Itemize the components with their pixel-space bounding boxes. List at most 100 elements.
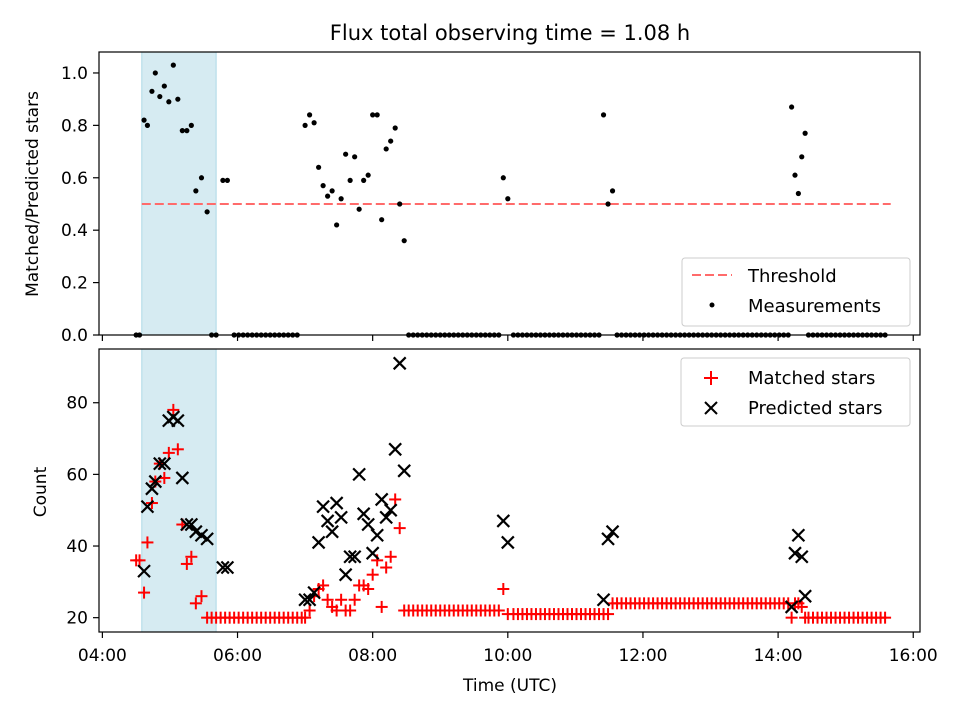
bottom-legend: Matched stars Predicted stars bbox=[680, 357, 911, 427]
matched-star-point bbox=[321, 593, 334, 606]
measurement-point bbox=[306, 112, 313, 118]
predicted-star-point bbox=[157, 456, 172, 471]
matched-star-point bbox=[362, 583, 375, 596]
x-tick-label: 14:00 bbox=[754, 646, 803, 666]
matched-star-point bbox=[335, 593, 348, 606]
x-tick-label: 12:00 bbox=[618, 646, 667, 666]
matched-star-point bbox=[303, 604, 316, 617]
matched-star-point bbox=[189, 597, 202, 610]
matched-star-point bbox=[167, 403, 180, 416]
measurement-point bbox=[302, 122, 308, 128]
measurement-point bbox=[193, 188, 199, 194]
measurement-point bbox=[175, 96, 181, 102]
measurement-point bbox=[329, 188, 335, 194]
measurement-point bbox=[379, 217, 385, 223]
predicted-star-point bbox=[145, 481, 159, 496]
predicted-star-point bbox=[361, 517, 375, 532]
x-tick-label: 04:00 bbox=[78, 646, 127, 666]
predicted-star-point bbox=[596, 592, 611, 607]
matched-star-point bbox=[795, 600, 808, 613]
bottom-y-axis-label: Count bbox=[31, 466, 51, 517]
matched-star-point bbox=[171, 443, 184, 456]
top-y-axis-label: Matched/Predicted stars bbox=[23, 91, 43, 297]
measurement-point bbox=[198, 175, 205, 181]
measurement-point bbox=[188, 122, 194, 128]
predicted-star-point bbox=[784, 600, 799, 614]
measurement-point bbox=[795, 190, 801, 197]
y-tick-label: 0.8 bbox=[61, 116, 88, 136]
legend-matched-label: Matched stars bbox=[748, 368, 875, 389]
measurement-point bbox=[334, 222, 340, 228]
predicted-star-point bbox=[302, 592, 317, 607]
measurement-point bbox=[338, 196, 344, 202]
legend-measurements-label: Measurements bbox=[748, 296, 881, 317]
predicted-star-point bbox=[798, 589, 812, 603]
top-legend-box bbox=[681, 257, 911, 327]
measurement-point bbox=[352, 154, 358, 160]
bottom-x-axis-ticks: 04:00 06:00 08:00 10:00 12:00 14:00 16:00 bbox=[78, 632, 938, 666]
predicted-star-point bbox=[352, 467, 366, 482]
measurement-point bbox=[356, 206, 362, 212]
x-tick-label: 10:00 bbox=[483, 646, 532, 666]
predicted-star-point bbox=[320, 514, 335, 528]
bottom-y-axis-ticks: 20 40 60 80 bbox=[66, 394, 99, 629]
measurement-point bbox=[370, 112, 376, 118]
predicted-star-point bbox=[788, 546, 802, 560]
predicted-star-point bbox=[184, 517, 199, 532]
predicted-star-point bbox=[220, 560, 235, 575]
predicted-star-point bbox=[388, 442, 402, 457]
matched-star-point bbox=[348, 593, 361, 606]
matched-star-point bbox=[879, 611, 892, 624]
legend-matched-swatch bbox=[704, 371, 718, 385]
matched-stars-series bbox=[130, 403, 892, 624]
predicted-star-point bbox=[148, 474, 163, 489]
predicted-star-point bbox=[347, 549, 362, 564]
top-panel: 0.0 0.2 0.4 0.6 0.8 1.0 Matched/Predicted sta… bbox=[23, 51, 921, 346]
matched-star-point bbox=[185, 550, 198, 563]
measurement-point bbox=[605, 201, 611, 207]
matched-star-point bbox=[317, 579, 330, 592]
predicted-star-point bbox=[140, 499, 155, 514]
measurement-point bbox=[179, 128, 185, 134]
measurement-point bbox=[392, 125, 398, 131]
measurement-point bbox=[343, 151, 349, 157]
measurement-point bbox=[383, 146, 389, 152]
measurement-point bbox=[152, 70, 158, 76]
matched-star-point bbox=[162, 446, 175, 459]
predicted-star-point bbox=[356, 507, 371, 521]
predicted-star-point bbox=[343, 549, 357, 564]
matched-star-point bbox=[393, 522, 406, 535]
top-panel-frame bbox=[98, 51, 921, 336]
matched-star-point bbox=[299, 611, 312, 624]
measurement-point bbox=[609, 188, 616, 194]
legend-predicted-swatch bbox=[704, 401, 718, 415]
measurement-point bbox=[316, 164, 322, 170]
matched-star-point bbox=[180, 557, 193, 570]
matched-star-point bbox=[366, 568, 379, 581]
measurement-point bbox=[401, 238, 407, 244]
predicted-star-point bbox=[365, 546, 380, 560]
predicted-star-point bbox=[329, 496, 344, 510]
measurement-point bbox=[220, 177, 226, 183]
y-tick-label: 80 bbox=[66, 394, 88, 414]
predicted-star-point bbox=[137, 564, 151, 578]
predicted-star-point bbox=[383, 503, 398, 517]
predicted-star-point bbox=[374, 492, 389, 507]
predicted-star-point bbox=[153, 456, 167, 471]
predicted-star-point bbox=[180, 517, 194, 532]
measurement-point bbox=[792, 172, 798, 178]
measurement-point bbox=[505, 196, 511, 202]
measurement-point bbox=[374, 112, 380, 118]
predicted-star-point bbox=[791, 528, 806, 543]
top-y-axis-ticks: 0.0 0.2 0.4 0.6 0.8 1.0 bbox=[61, 64, 99, 346]
measurement-point bbox=[161, 83, 167, 89]
predicted-star-point bbox=[307, 585, 321, 600]
matched-star-point bbox=[389, 493, 402, 506]
predicted-star-point bbox=[370, 528, 384, 543]
legend-predicted-label: Predicted stars bbox=[748, 398, 882, 419]
chart-title: Flux total observing time = 1.08 h bbox=[330, 21, 690, 45]
top-legend: Threshold Measurements bbox=[681, 257, 911, 327]
y-tick-label: 0.2 bbox=[61, 274, 88, 294]
predicted-star-point bbox=[496, 514, 511, 528]
